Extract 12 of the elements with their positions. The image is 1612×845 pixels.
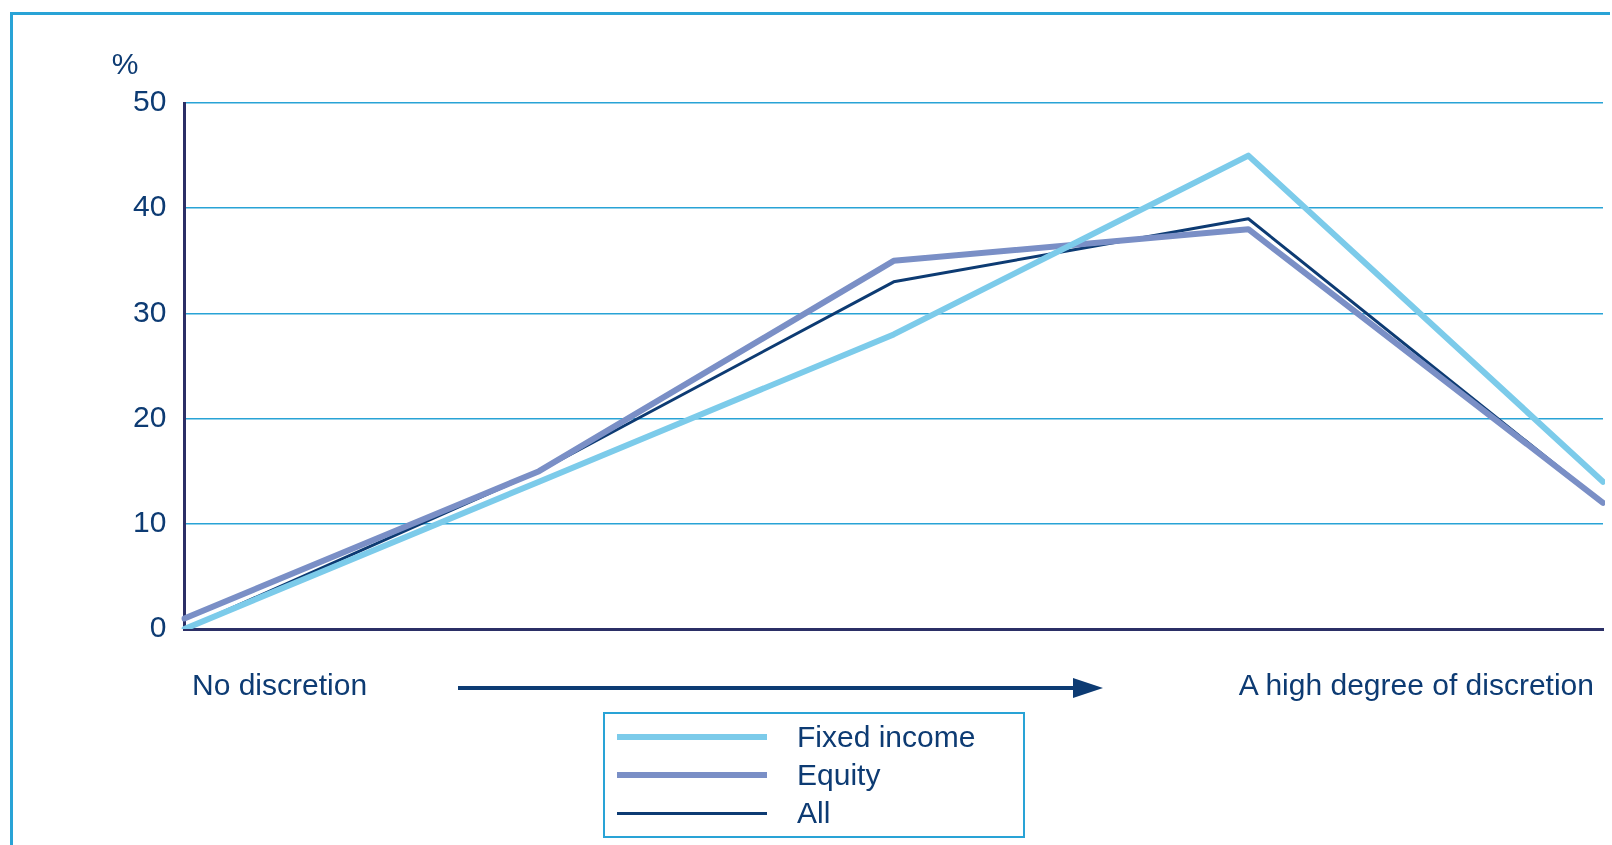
- y-tick-label: 30: [132, 294, 167, 328]
- y-tick-label: 20: [132, 399, 167, 433]
- y-axis-title: %: [111, 47, 139, 81]
- text: No discretion: [192, 668, 368, 702]
- y-tick-label: 10: [132, 505, 167, 539]
- legend-label: Fixed income: [797, 720, 976, 754]
- y-tick-label: 0: [149, 610, 167, 644]
- text: A high degree of discretion: [1238, 668, 1594, 702]
- legend-label: Equity: [797, 758, 881, 792]
- legend-label: All: [797, 796, 831, 830]
- y-tick-label: 50: [132, 84, 167, 118]
- y-tick-label: 40: [132, 189, 167, 223]
